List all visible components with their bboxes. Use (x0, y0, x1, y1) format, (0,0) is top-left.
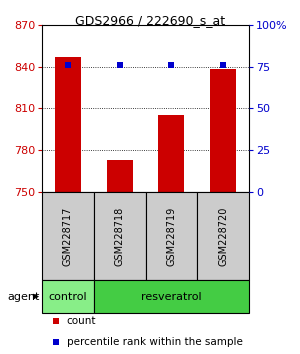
Bar (42, 280, 94, 313)
Text: GSM228718: GSM228718 (115, 206, 124, 266)
Text: GSM228717: GSM228717 (63, 206, 73, 266)
Bar (146, 192, 197, 280)
Text: resveratrol: resveratrol (141, 292, 202, 302)
Text: GSM228719: GSM228719 (167, 206, 176, 266)
Text: count: count (67, 316, 96, 326)
Bar (107, 160, 133, 192)
Text: control: control (49, 292, 87, 302)
Bar (42, 192, 94, 280)
Text: percentile rank within the sample: percentile rank within the sample (67, 337, 243, 347)
Bar (197, 192, 249, 280)
Bar (94, 280, 249, 313)
Text: GSM228720: GSM228720 (218, 206, 228, 266)
Text: GDS2966 / 222690_s_at: GDS2966 / 222690_s_at (75, 14, 225, 27)
Text: agent: agent (7, 292, 39, 302)
Bar (55, 57, 81, 192)
Bar (158, 115, 184, 192)
Bar (94, 192, 146, 280)
Bar (210, 69, 236, 192)
